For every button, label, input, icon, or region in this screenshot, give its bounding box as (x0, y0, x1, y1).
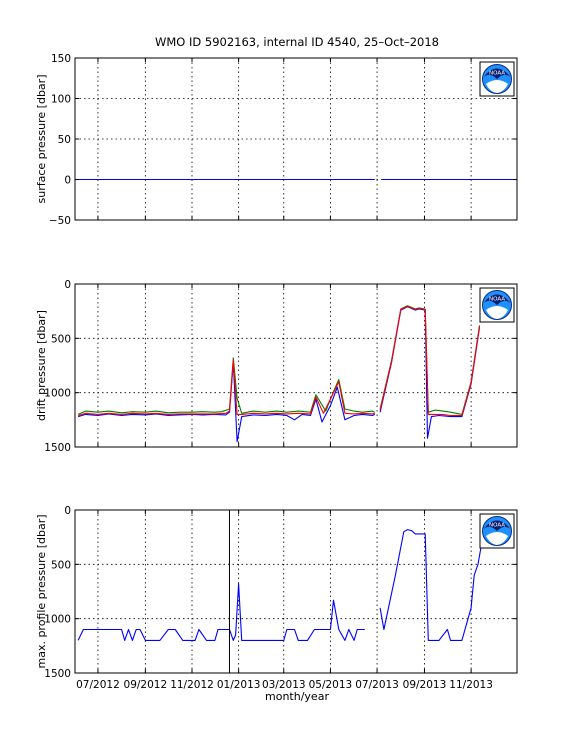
x-tick-label: 07/2012 (76, 679, 120, 691)
x-axis-label: month/year (265, 690, 329, 703)
y-tick-label: 50 (58, 134, 71, 146)
x-tick-label: 11/2012 (170, 679, 214, 691)
x-tick-label: 09/2012 (124, 679, 168, 691)
x-tick-label: 05/2013 (309, 679, 353, 691)
series-line (77, 361, 376, 443)
noaa-logo-text: NOAA (489, 297, 505, 303)
y-axis-label: drift pressure [dbar] (35, 310, 48, 421)
series-line (77, 359, 375, 417)
noaa-logo: NOAA (479, 287, 515, 323)
max-profile-pressure-panel: 07/2012 09/2012 11/2012 01/2013 03/2013 05/20… (35, 505, 518, 691)
y-tick-label: 1000 (44, 614, 71, 626)
y-tick-label: 500 (51, 333, 71, 345)
series-line (379, 306, 481, 439)
y-tick-label: 150 (51, 53, 71, 65)
series-line (77, 357, 376, 415)
x-tick-label: 09/2013 (403, 679, 447, 691)
series-line (379, 305, 481, 415)
x-tick-label: 03/2013 (262, 679, 306, 691)
noaa-logo: NOAA (479, 61, 515, 97)
y-tick-label: −50 (49, 215, 71, 227)
figure-title: WMO ID 5902163, internal ID 4540, 25–Oct… (155, 35, 439, 49)
y-tick-label: 100 (51, 94, 71, 106)
axes-box (74, 283, 518, 448)
series-line (379, 305, 481, 417)
y-tick-label: 0 (64, 175, 71, 187)
y-tick-label: 1500 (44, 668, 71, 680)
grid (75, 284, 517, 447)
y-axis-label: max. profile pressure [dbar] (35, 514, 48, 668)
y-tick-label: 0 (64, 505, 71, 517)
grid (75, 510, 517, 673)
drift-pressure-panel: 0 500 1000 1500 drift pressure [dbar] NOAA (35, 279, 518, 454)
axes-box (74, 509, 518, 674)
series-line (77, 583, 365, 641)
series-line (379, 529, 483, 641)
y-axis-label: surface pressure [dbar] (35, 75, 48, 204)
y-tick-label: 1500 (44, 442, 71, 454)
y-tick-label: 1000 (44, 388, 71, 400)
grid (75, 58, 517, 220)
y-tick-label: 500 (51, 559, 71, 571)
noaa-logo: NOAA (479, 513, 515, 549)
noaa-logo-text: NOAA (489, 523, 505, 529)
x-tick-label: 07/2013 (355, 679, 399, 691)
noaa-logo-text: NOAA (489, 71, 505, 77)
x-tick-label: 01/2013 (217, 679, 261, 691)
y-tick-label: 0 (64, 279, 71, 291)
x-tick-label: 11/2013 (449, 679, 493, 691)
